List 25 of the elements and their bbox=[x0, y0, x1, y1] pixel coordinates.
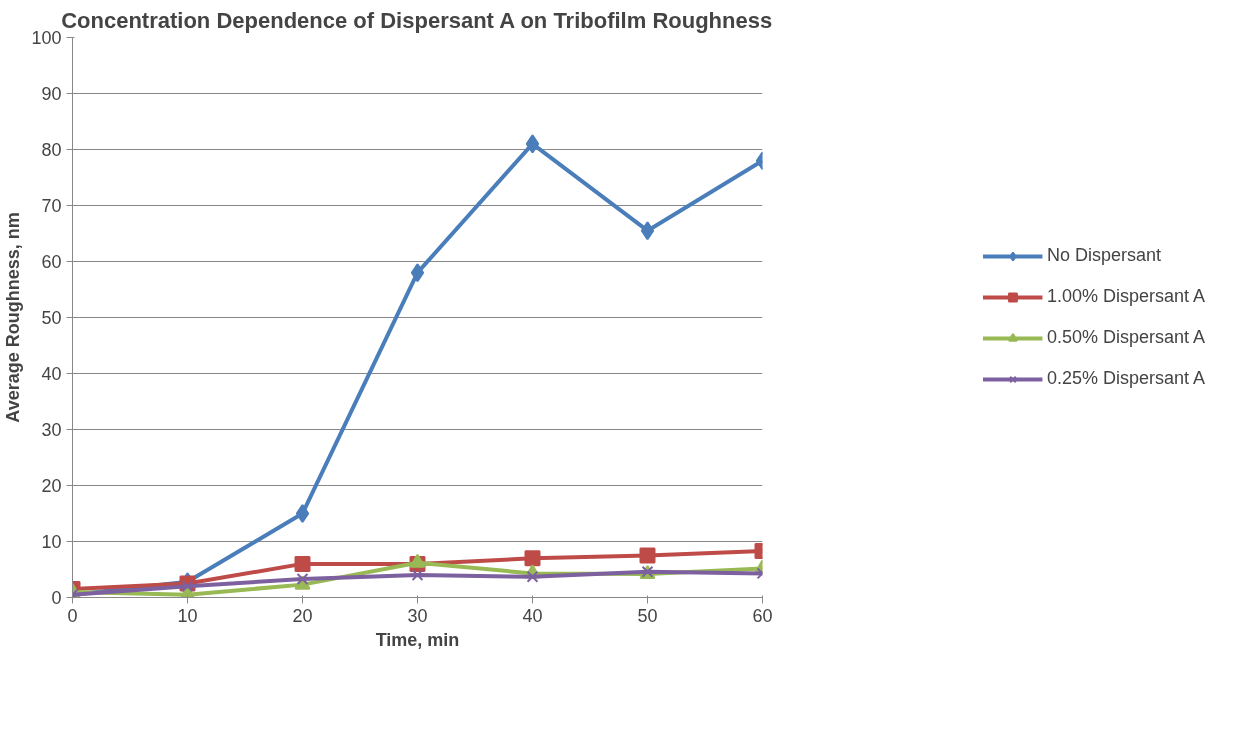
y-tick-label: 0 bbox=[51, 588, 62, 608]
y-tick-label: 20 bbox=[41, 476, 62, 496]
chart-title: Concentration Dependence of Dispersant A on Tribofilm Roughness bbox=[61, 7, 773, 33]
y-tick-label: 100 bbox=[31, 28, 62, 48]
y-tick-label: 40 bbox=[41, 364, 62, 384]
x-tick-label: 60 bbox=[752, 605, 773, 626]
y-tick-label: 60 bbox=[41, 252, 62, 272]
legend-label: 0.25% Dispersant A bbox=[1046, 368, 1206, 389]
x-axis-title: Time, min bbox=[375, 629, 460, 650]
x-tick-label: 20 bbox=[292, 605, 313, 626]
x-tick-label: 10 bbox=[177, 605, 198, 626]
legend-label: 1.00% Dispersant A bbox=[1046, 286, 1206, 307]
y-tick-label: 90 bbox=[41, 84, 62, 104]
x-tick-label: 40 bbox=[522, 605, 543, 626]
legend-label: No Dispersant bbox=[1046, 245, 1161, 266]
x-tick-label: 50 bbox=[637, 605, 658, 626]
x-tick-label: 0 bbox=[67, 605, 78, 626]
y-tick-label: 10 bbox=[41, 532, 62, 552]
y-tick-label: 70 bbox=[41, 196, 62, 216]
y-tick-label: 50 bbox=[41, 308, 62, 328]
y-tick-label: 80 bbox=[41, 140, 62, 160]
x-tick-label: 30 bbox=[407, 605, 428, 626]
y-tick-label: 30 bbox=[41, 420, 62, 440]
y-axis-title: Average Roughness, nm bbox=[3, 212, 24, 423]
legend-label: 0.50% Dispersant A bbox=[1046, 327, 1206, 348]
